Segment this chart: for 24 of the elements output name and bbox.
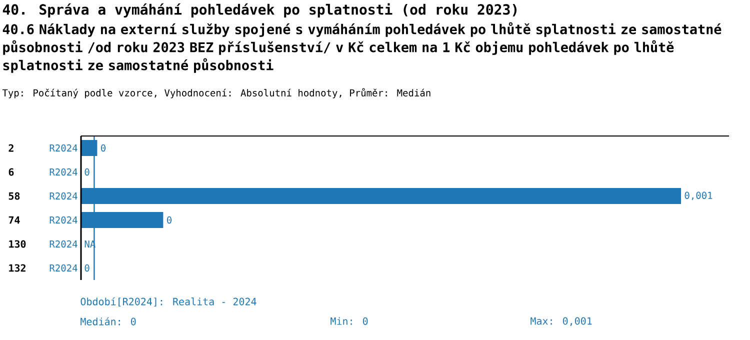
y-tick-label: 132 [9, 264, 26, 272]
text: R2024 [50, 264, 78, 272]
y-tick-label: 58 [8, 192, 20, 200]
chart-title: 40. Správa a vymáhání pohledávek po splatnosti (od roku 2023) [2, 3, 517, 18]
text: R2024 [50, 240, 78, 248]
data-label: 0,001 [684, 192, 712, 200]
series-label: R2024 [50, 144, 78, 152]
y-tick-label: 2 [8, 144, 14, 152]
text: Období[R2024]: Realita - 2024 [80, 297, 256, 307]
y-tick-label: 6 [8, 168, 14, 176]
y-tick-label: 74 [8, 216, 20, 224]
data-label: 0 [167, 216, 172, 224]
text: R2024 [50, 192, 78, 200]
y-tick-label: 130 [9, 240, 26, 248]
text: Min: 0 [330, 317, 368, 325]
text: R2024 [50, 216, 78, 224]
data-label: 0 [101, 144, 106, 152]
text: Medián: 0 [80, 317, 136, 326]
chart-subtitle: 40.6 Náklady na externí služby spojené s vymáháním pohledávek po lhůtě splatnosti ze samostatné působnosti /od roku 2023 BEZ příslušenství/ v Kč celkem na 1 Kč objemu pohledávek po lhůtě splatnosti ze samostatné působnosti [2, 22, 722, 73]
text: R2024 [50, 168, 78, 176]
data-label: 0 [84, 168, 90, 176]
text: Typ: Počítaný podle vzorce, Vyhodnocení: Absolutní hodnoty, Průměr: Medián [2, 88, 430, 98]
data-label: 0 [84, 264, 90, 272]
text: Max: 0,001 [530, 317, 592, 326]
